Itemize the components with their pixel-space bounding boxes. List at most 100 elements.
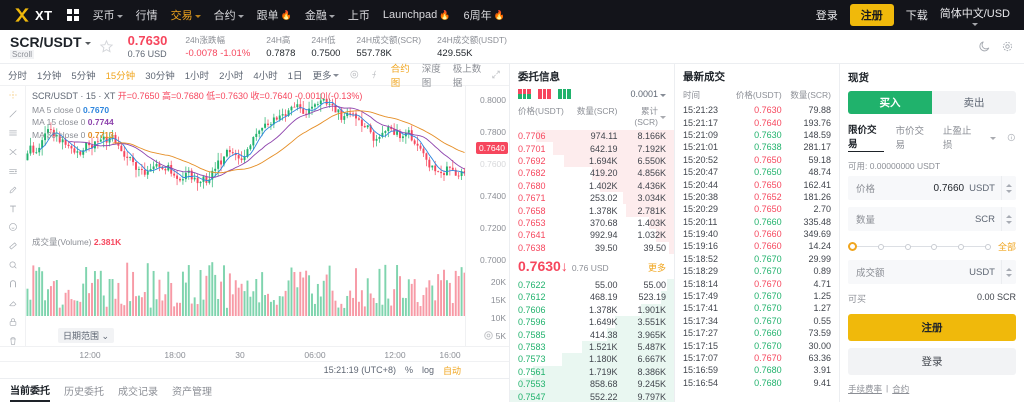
ask-row[interactable]: 0.7692 1.694K 6.550K <box>510 154 674 168</box>
timeframe-30m[interactable]: 30分钟 <box>145 70 175 82</box>
percent-scale-toggle[interactable]: % <box>404 365 413 375</box>
crosshair-icon[interactable] <box>6 90 20 100</box>
eraser-icon[interactable] <box>6 298 20 308</box>
bid-row[interactable]: 0.7612 468.19 523.19 <box>510 291 674 304</box>
ask-row[interactable]: 0.7682 419.20 4.856K <box>510 167 674 180</box>
gear-icon[interactable] <box>1001 40 1014 53</box>
nav-item-trade[interactable]: 交易 <box>171 7 201 23</box>
price-stepper[interactable] <box>1001 176 1016 200</box>
price-field[interactable]: 价格 0.7660 USDT <box>848 176 1016 200</box>
depth-chart-link[interactable]: 深度图 <box>421 63 441 89</box>
timeframe-15m[interactable]: 15分钟 <box>105 70 136 82</box>
timeframe-line[interactable]: 分时 <box>8 70 28 82</box>
bid-row[interactable]: 0.7561 1.719K 8.386K <box>510 365 674 379</box>
nav-item-buy-crypto[interactable]: 买币 <box>93 7 123 23</box>
zoom-icon[interactable] <box>6 260 20 270</box>
timeframe-2h[interactable]: 2小时 <box>219 70 244 82</box>
price-chart[interactable]: SCR/USDT · 15 · XT 开=0.7650 高=0.7680 低=0… <box>26 86 509 346</box>
price-input-value[interactable]: 0.7660 <box>933 182 965 194</box>
text-tool-icon[interactable] <box>6 204 20 214</box>
fee-rate-link[interactable]: 手续费率 <box>848 384 883 394</box>
amount-stepper[interactable] <box>1001 207 1016 231</box>
ask-row[interactable]: 0.7653 370.68 1.403K <box>510 216 674 230</box>
buy-tab[interactable]: 买入 <box>848 91 932 114</box>
timeframe-more[interactable]: 更多 <box>312 68 340 82</box>
pair-selector[interactable]: SCR/USDT Scroll <box>10 34 91 59</box>
col-total[interactable]: 累计(SCR) <box>617 105 667 127</box>
slider-tick[interactable] <box>931 243 938 250</box>
fib-retracement-icon[interactable] <box>6 147 20 157</box>
timeframe-1m[interactable]: 1分钟 <box>37 70 62 82</box>
limit-order-tab[interactable]: 限价交易 <box>848 122 885 152</box>
ask-row[interactable]: 0.7701 642.19 7.192K <box>510 142 674 155</box>
favorite-star-icon[interactable] <box>99 39 114 54</box>
function-indicator-icon[interactable] <box>370 68 381 81</box>
nav-item-anniversary[interactable]: 6周年 🔥 <box>464 7 505 23</box>
stepper-down-icon[interactable] <box>1006 189 1012 193</box>
nav-item-launchpad[interactable]: Launchpad 🔥 <box>383 9 451 21</box>
slider-tick[interactable] <box>877 243 884 250</box>
trend-line-icon[interactable] <box>6 109 20 119</box>
emoji-icon[interactable] <box>6 222 20 232</box>
indicator-settings-icon[interactable] <box>349 68 360 81</box>
tick-size-selector[interactable]: 0.0001 <box>630 89 666 99</box>
date-range-button[interactable]: 日期范围 ⌄ <box>58 328 115 343</box>
login-cta-button[interactable]: 登录 <box>848 348 1016 375</box>
register-cta-button[interactable]: 注册 <box>848 314 1016 341</box>
axis-settings-icon[interactable] <box>482 329 495 342</box>
order-book-more-link[interactable]: 更多 <box>647 262 666 273</box>
timeframe-1h[interactable]: 1小时 <box>184 70 210 82</box>
slider-all-label[interactable]: 全部 <box>997 242 1016 252</box>
market-order-tab[interactable]: 市价交易 <box>895 126 924 151</box>
trash-icon[interactable] <box>6 336 20 346</box>
book-view-bids-icon[interactable] <box>558 89 572 99</box>
slider-track[interactable] <box>848 242 991 251</box>
stepper-up-icon[interactable] <box>1006 214 1012 218</box>
timeframe-1d[interactable]: 1日 <box>287 70 303 82</box>
price-axis[interactable]: 0.8000 0.7800 0.7640 0.7600 0.7400 0.720… <box>465 86 509 346</box>
ask-row[interactable]: 0.7706 974.11 8.166K <box>510 130 674 143</box>
register-button[interactable]: 注册 <box>849 4 894 26</box>
time-axis[interactable]: 12:00 18:00 30 06:00 12:00 16:00 <box>0 346 509 361</box>
tab-order-history[interactable]: 历史委托 <box>64 387 104 398</box>
slider-tick[interactable] <box>904 243 911 250</box>
bid-row[interactable]: 0.7622 55.00 55.00 <box>510 278 674 292</box>
bid-row[interactable]: 0.7596 1.649K 3.551K <box>510 316 674 329</box>
chevron-down-icon[interactable] <box>990 136 997 140</box>
bid-row[interactable]: 0.7583 1.521K 5.487K <box>510 340 674 354</box>
timeframe-4h[interactable]: 4小时 <box>253 70 278 82</box>
stepper-up-icon[interactable] <box>1006 267 1012 271</box>
nav-item-finance[interactable]: 金融 <box>305 7 335 23</box>
horizontal-lines-icon[interactable] <box>6 128 20 138</box>
book-view-asks-icon[interactable] <box>538 89 552 99</box>
futures-link[interactable]: 合约 <box>892 384 910 394</box>
book-view-both-icon[interactable] <box>518 89 532 99</box>
log-scale-toggle[interactable]: log <box>421 365 434 375</box>
ask-row[interactable]: 0.7671 253.02 3.034K <box>510 191 674 205</box>
bid-row[interactable]: 0.7573 1.180K 6.667K <box>510 353 674 366</box>
tab-asset-management[interactable]: 资产管理 <box>172 387 212 398</box>
lock-icon[interactable] <box>6 317 20 327</box>
amount-field[interactable]: 数量 SCR <box>848 207 1016 231</box>
fullscreen-icon[interactable] <box>491 68 501 81</box>
advanced-data-link[interactable]: 极上数据 <box>452 63 482 89</box>
timeframe-5m[interactable]: 5分钟 <box>71 70 96 82</box>
total-stepper[interactable] <box>1001 260 1016 284</box>
slider-tick[interactable] <box>984 243 991 250</box>
sell-tab[interactable]: 卖出 <box>932 91 1016 114</box>
tab-trade-history[interactable]: 成交记录 <box>118 387 158 398</box>
bid-row[interactable]: 0.7553 858.68 9.245K <box>510 378 674 391</box>
ruler-icon[interactable] <box>6 241 20 251</box>
tab-open-orders[interactable]: 当前委托 <box>10 379 50 402</box>
magnet-icon[interactable] <box>6 279 20 289</box>
nav-item-markets[interactable]: 行情 <box>136 7 158 23</box>
amount-percent-slider[interactable]: 全部 <box>848 238 1016 260</box>
nav-item-copy-trading[interactable]: 跟单 🔥 <box>257 7 292 23</box>
ask-row[interactable]: 0.7658 1.378K 2.781K <box>510 204 674 217</box>
contract-chart-link[interactable]: 合约图 <box>390 63 410 89</box>
total-field[interactable]: 成交额 USDT <box>848 260 1016 284</box>
bid-row[interactable]: 0.7606 1.378K 1.901K <box>510 303 674 317</box>
brand-logo[interactable]: XT <box>14 7 53 23</box>
stepper-down-icon[interactable] <box>1006 273 1012 277</box>
info-icon[interactable] <box>1007 133 1016 142</box>
